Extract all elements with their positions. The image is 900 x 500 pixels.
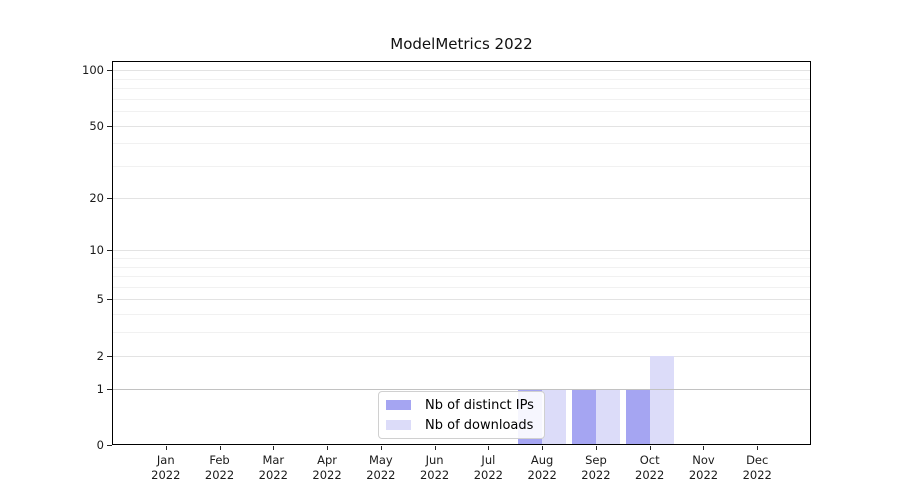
x-tick-month: Jul	[481, 453, 496, 467]
y-tick-label: 20	[89, 190, 104, 205]
y-tick-mark	[107, 125, 112, 127]
gridline-major	[112, 197, 811, 199]
chart-title: ModelMetrics 2022	[390, 35, 533, 53]
x-tick-month: Apr	[317, 453, 338, 467]
x-tick-label: Oct 2022	[621, 453, 679, 483]
y-tick-mark	[107, 197, 112, 199]
bar-downloads-sep	[595, 388, 620, 445]
bar-downloads-oct	[649, 355, 674, 445]
legend-label-downloads: Nb of downloads	[425, 417, 534, 433]
x-tick-year: 2022	[742, 468, 772, 482]
gridline-major	[112, 70, 811, 72]
x-tick-month: Mar	[262, 453, 285, 467]
x-tick-month: Jan	[156, 453, 175, 467]
y-tick-label: 5	[96, 292, 104, 307]
x-tick-mark	[434, 446, 436, 450]
y-tick-mark	[107, 355, 112, 357]
gridline-baseline-1	[112, 388, 811, 390]
y-tick-mark	[107, 445, 112, 446]
x-tick-month: Nov	[692, 453, 715, 467]
x-tick-month: Sep	[585, 453, 607, 467]
gridline-minor	[112, 88, 811, 90]
x-tick-year: 2022	[688, 468, 719, 482]
x-tick-mark	[219, 446, 221, 450]
x-tick-month: May	[368, 453, 393, 467]
plot-area	[112, 61, 811, 445]
x-tick-mark	[327, 446, 329, 450]
gridline-minor	[112, 78, 811, 80]
x-tick-year: 2022	[527, 468, 557, 482]
x-tick-mark	[595, 446, 597, 450]
gridline-minor	[112, 257, 811, 259]
x-tick-month: Feb	[209, 453, 230, 467]
gridline-minor	[112, 314, 811, 316]
x-tick-month: Oct	[639, 453, 660, 467]
y-tick-label: 2	[96, 348, 104, 363]
x-tick-year: 2022	[258, 468, 288, 482]
y-tick-mark	[107, 70, 112, 72]
y-tick-label: 50	[89, 118, 104, 133]
bar-distinct-ips-oct	[625, 388, 650, 445]
x-tick-year: 2022	[473, 468, 504, 482]
gridline-major	[112, 355, 811, 357]
y-tick-label: 0	[96, 438, 104, 452]
x-tick-month: Aug	[530, 453, 554, 467]
legend-label-distinct-ips: Nb of distinct IPs	[425, 397, 534, 413]
legend-entry-downloads: Nb of downloads	[386, 418, 544, 433]
bar-downloads-aug	[542, 388, 567, 445]
legend-entry-distinct-ips: Nb of distinct IPs	[386, 398, 544, 413]
x-tick-year: 2022	[312, 468, 342, 482]
gridline-minor	[112, 276, 811, 278]
legend-swatch-distinct-ips	[386, 400, 411, 410]
x-tick-mark	[488, 446, 490, 450]
gridline-minor	[112, 98, 811, 100]
x-tick-label: Sep 2022	[567, 453, 625, 483]
x-tick-year: 2022	[204, 468, 235, 482]
x-tick-label: Dec 2022	[728, 453, 786, 483]
y-tick-label: 1	[96, 381, 104, 396]
gridline-major	[112, 250, 811, 252]
y-tick-label: 10	[89, 243, 104, 258]
x-tick-label: May 2022	[352, 453, 410, 483]
gridline-major	[112, 299, 811, 301]
x-tick-month: Dec	[746, 453, 769, 467]
gridline-minor	[112, 266, 811, 268]
y-tick-mark	[107, 299, 112, 301]
x-tick-mark	[165, 446, 167, 450]
x-tick-label: Aug 2022	[513, 453, 571, 483]
gridline-minor	[112, 332, 811, 334]
y-tick-mark	[107, 388, 112, 390]
gridline-minor	[112, 111, 811, 113]
gridline-major	[112, 125, 811, 127]
x-tick-mark	[649, 446, 651, 450]
gridline-minor	[112, 143, 811, 145]
gridline-minor	[112, 166, 811, 168]
x-tick-label: Feb 2022	[191, 453, 249, 483]
x-tick-month: Jun	[425, 453, 444, 467]
x-tick-label: Mar 2022	[244, 453, 302, 483]
x-tick-year: 2022	[581, 468, 611, 482]
x-tick-label: Apr 2022	[298, 453, 356, 483]
x-tick-mark	[380, 446, 382, 450]
x-tick-year: 2022	[419, 468, 450, 482]
x-tick-label: Nov 2022	[674, 453, 732, 483]
legend-swatch-downloads	[386, 420, 411, 430]
gridline-minor	[112, 286, 811, 288]
x-tick-mark	[542, 446, 544, 450]
bar-distinct-ips-sep	[571, 388, 596, 445]
y-tick-mark	[107, 250, 112, 252]
x-tick-mark	[757, 446, 759, 450]
x-tick-label: Jul 2022	[459, 453, 517, 483]
x-tick-label: Jan 2022	[137, 453, 195, 483]
x-tick-year: 2022	[366, 468, 396, 482]
y-tick-label: 100	[82, 63, 104, 78]
x-tick-year: 2022	[151, 468, 181, 482]
legend: Nb of distinct IPs Nb of downloads	[378, 391, 545, 439]
x-tick-year: 2022	[635, 468, 665, 482]
x-tick-mark	[703, 446, 705, 450]
x-tick-label: Jun 2022	[406, 453, 464, 483]
x-tick-mark	[273, 446, 275, 450]
